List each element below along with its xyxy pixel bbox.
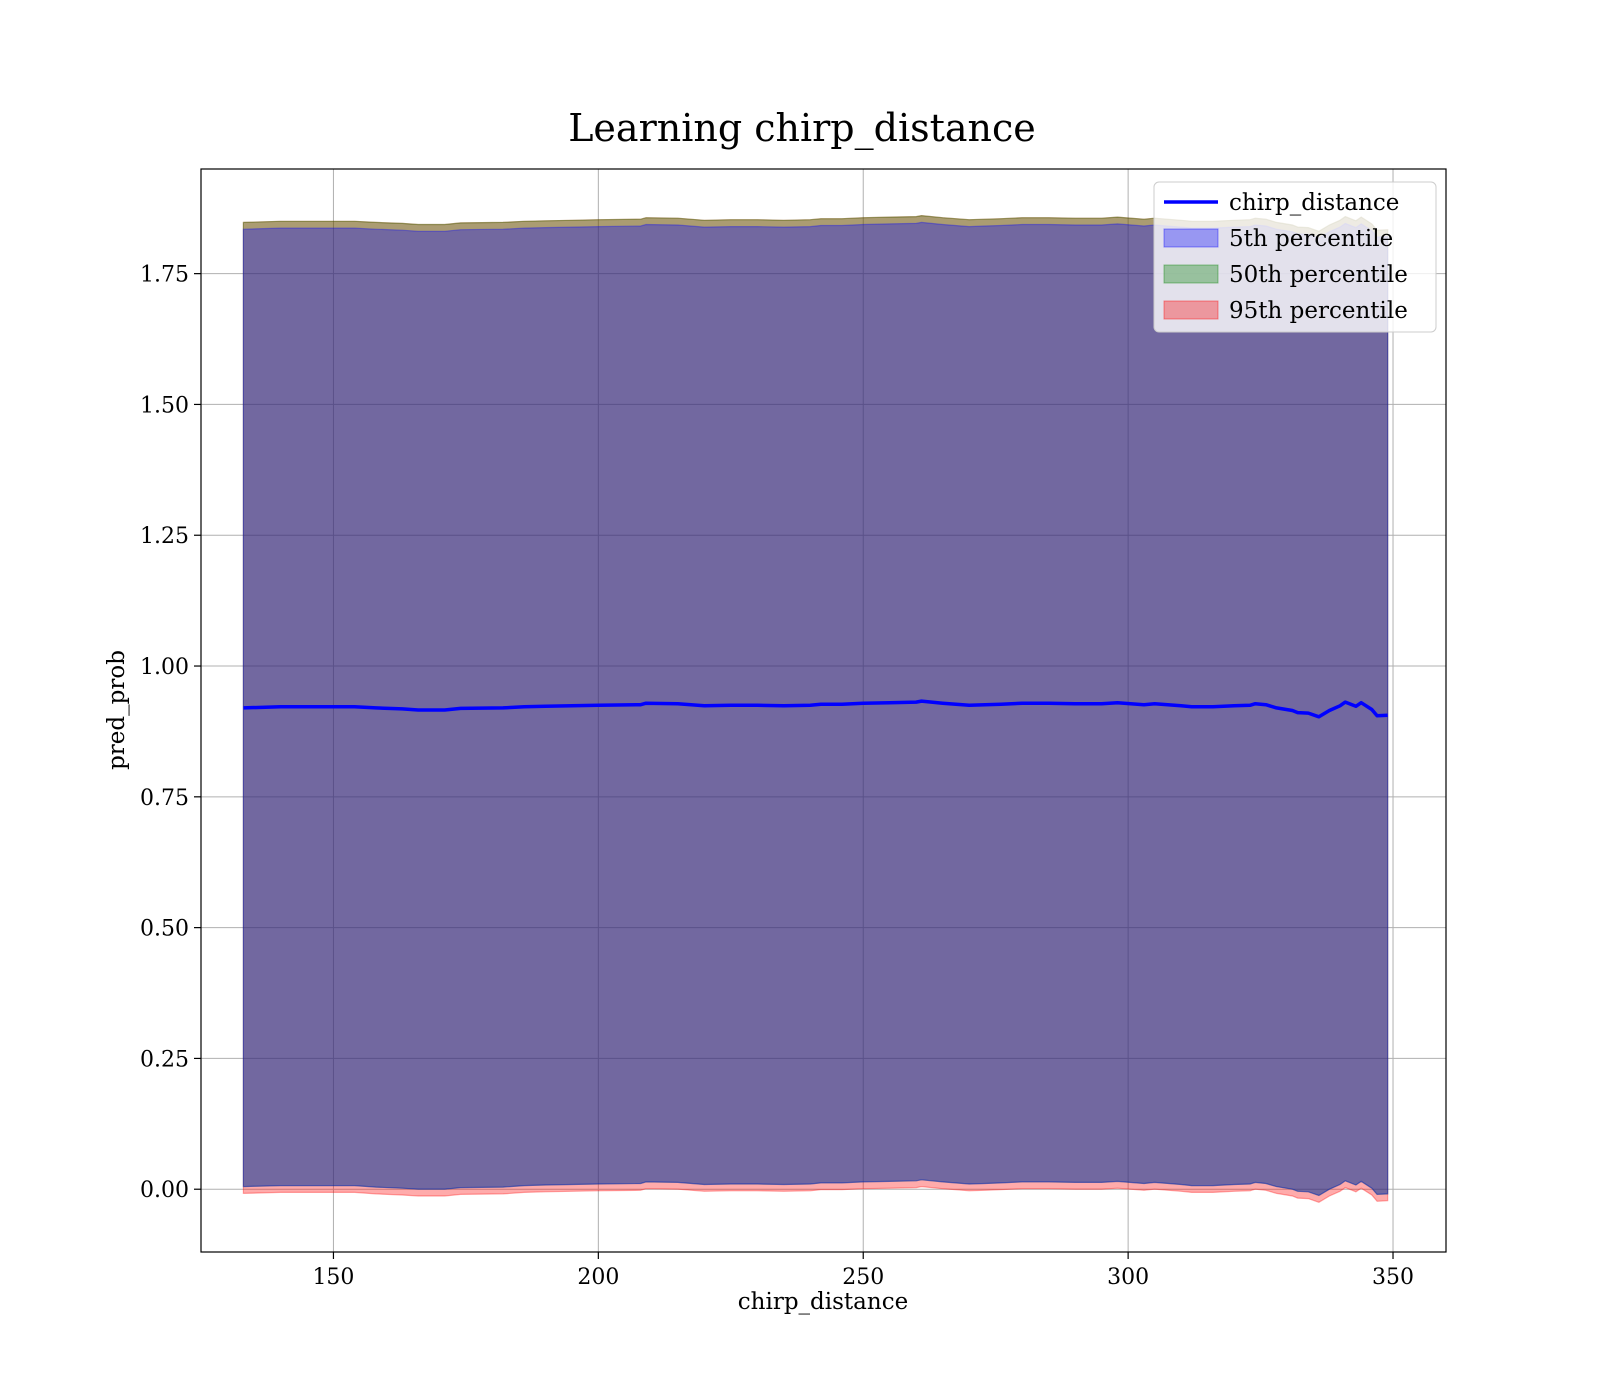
- legend-label: 50th percentile: [1229, 262, 1408, 288]
- y-axis-ticks: 0.00 0.25 0.50 0.75 1.00 1.25 1.50 1.75: [140, 263, 201, 1203]
- x-tick-label: 350: [1372, 1265, 1414, 1290]
- x-tick-label: 150: [312, 1265, 354, 1290]
- grid-lines: [201, 169, 1446, 1252]
- plot-frame: [200, 168, 1447, 1253]
- y-tick-label: 1.00: [140, 655, 189, 680]
- 95th-percentile-band: [242, 214, 1389, 1203]
- x-axis-label: chirp_distance: [738, 1289, 908, 1315]
- y-tick-label: 1.50: [140, 393, 189, 418]
- series-lines: [243, 699, 1388, 719]
- legend-swatch-patch: [1163, 228, 1219, 248]
- legend-label: 5th percentile: [1229, 226, 1393, 252]
- 5th-percentile-band: [242, 221, 1389, 1197]
- y-tick-label: 0.50: [140, 917, 189, 942]
- y-tick-label: 0.75: [140, 786, 189, 811]
- legend-swatch-patch: [1163, 300, 1219, 320]
- y-tick-label: 1.25: [140, 524, 189, 549]
- legend-box: [1153, 181, 1437, 333]
- series-line-chirp-distance: [243, 699, 1388, 719]
- legend-swatch-patch: [1163, 264, 1219, 284]
- x-tick-label: 300: [1107, 1265, 1149, 1290]
- y-tick-label: 1.75: [140, 263, 189, 288]
- x-tick-label: 250: [842, 1265, 884, 1290]
- y-axis-label: pred_prob: [104, 650, 130, 770]
- legend: chirp_distance 5th percentile 50th percent…: [1153, 181, 1437, 333]
- y-tick-label: 0.25: [140, 1047, 189, 1072]
- legend-label: 95th percentile: [1229, 298, 1408, 324]
- chart-title: Learning chirp_distance: [568, 106, 1036, 151]
- x-tick-label: 200: [577, 1265, 619, 1290]
- legend-label: chirp_distance: [1229, 190, 1399, 216]
- x-axis-ticks: 150 200 250 300 350: [312, 1252, 1414, 1290]
- y-tick-label: 0.00: [140, 1178, 189, 1203]
